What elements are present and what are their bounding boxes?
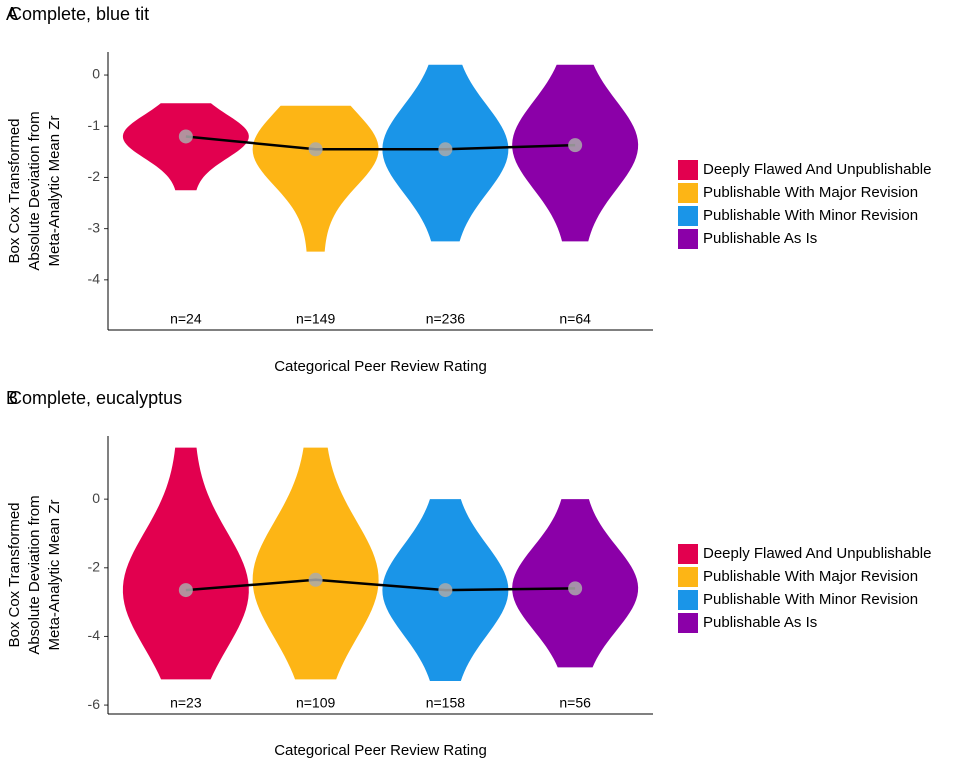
- mean-point: [178, 583, 193, 598]
- y-tick-label: -4: [88, 271, 101, 287]
- count-label: n=64: [559, 311, 591, 327]
- violin: [252, 105, 379, 252]
- y-tick-label: -1: [88, 117, 101, 133]
- y-axis-title-line: Absolute Deviation from: [26, 495, 43, 654]
- legend-swatch: [678, 206, 698, 226]
- y-tick-label: -4: [88, 627, 101, 643]
- y-axis-title-line: Meta-Analytic Mean Zr: [46, 116, 63, 267]
- y-axis-title: Box Cox Transformed Absolute Deviation fr…: [6, 111, 63, 270]
- count-label: n=109: [296, 695, 336, 711]
- x-axis-title: Categorical Peer Review Rating: [274, 742, 487, 759]
- legend-label: Publishable With Minor Revision: [703, 207, 918, 224]
- legend-swatch: [678, 544, 698, 564]
- legend-label: Publishable With Major Revision: [703, 184, 918, 201]
- panel-title: Complete, eucalyptus: [9, 388, 182, 408]
- mean-line: [185, 578, 576, 592]
- violin: [252, 447, 379, 680]
- legend-label: Publishable As Is: [703, 230, 817, 247]
- mean-point: [568, 138, 583, 153]
- count-label: n=158: [426, 695, 466, 711]
- mean-point: [438, 583, 453, 598]
- mean-point: [308, 572, 323, 587]
- count-label: n=23: [170, 695, 202, 711]
- mean-point: [308, 142, 323, 157]
- y-axis-title-line: Meta-Analytic Mean Zr: [46, 500, 63, 651]
- legend-swatch: [678, 613, 698, 633]
- y-axis-title-line: Box Cox Transformed: [6, 118, 23, 263]
- legend-swatch: [678, 183, 698, 203]
- count-label: n=24: [170, 311, 202, 327]
- legend-swatch: [678, 590, 698, 610]
- legend-label: Publishable With Major Revision: [703, 568, 918, 585]
- y-tick-label: 0: [92, 66, 100, 82]
- y-axis-title-line: Box Cox Transformed: [6, 502, 23, 647]
- mean-point: [438, 142, 453, 157]
- y-tick-label: -2: [88, 558, 101, 574]
- y-tick-label: -3: [88, 219, 101, 235]
- legend-swatch: [678, 160, 698, 180]
- y-tick-label: -2: [88, 168, 101, 184]
- panel-tag: B: [6, 388, 18, 408]
- legend-swatch: [678, 229, 698, 249]
- violin: [512, 64, 639, 242]
- legend-swatch: [678, 567, 698, 587]
- y-axis-title-line: Absolute Deviation from: [26, 111, 43, 270]
- mean-point: [568, 581, 583, 596]
- mean-line: [185, 135, 576, 151]
- violin: [122, 447, 249, 680]
- legend-label: Deeply Flawed And Unpublishable: [703, 545, 931, 562]
- panel-title: Complete, blue tit: [9, 4, 149, 24]
- y-axis-title: Box Cox Transformed Absolute Deviation fr…: [6, 495, 63, 654]
- panel-tag: A: [6, 4, 18, 24]
- legend-label: Publishable With Minor Revision: [703, 591, 918, 608]
- count-label: n=236: [426, 311, 466, 327]
- legend-label: Publishable As Is: [703, 614, 817, 631]
- violin: [122, 103, 249, 191]
- x-axis-title: Categorical Peer Review Rating: [274, 358, 487, 375]
- y-tick-label: 0: [92, 490, 100, 506]
- legend-label: Deeply Flawed And Unpublishable: [703, 161, 931, 178]
- count-label: n=149: [296, 311, 336, 327]
- y-tick-label: -6: [88, 696, 101, 712]
- mean-point: [178, 129, 193, 144]
- count-label: n=56: [559, 695, 591, 711]
